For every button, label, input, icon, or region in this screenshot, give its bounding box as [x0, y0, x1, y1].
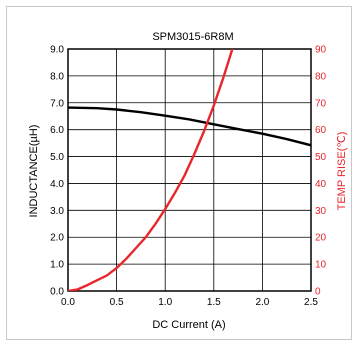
- right-tick-label: 10: [315, 260, 327, 271]
- inductance-line: [68, 106, 311, 147]
- grid: [68, 49, 311, 291]
- left-axis-ticks: 0.0 1.0 2.0 3.0 4.0 5.0 6.0 7.0 8.0 9.0: [50, 45, 64, 298]
- right-axis-label: TEMP RISE(℃): [336, 132, 348, 211]
- left-tick-label: 2.0: [50, 233, 64, 244]
- right-axis-ticks: 0 10 20 30 40 50 60 70 80 90: [315, 45, 327, 298]
- x-axis-ticks: 0.0 0.5 1.0 1.5 2.0 2.5: [61, 297, 318, 308]
- x-tick-label: 1.5: [207, 297, 221, 308]
- right-tick-label: 70: [315, 98, 327, 109]
- left-tick-label: 3.0: [50, 206, 64, 217]
- left-tick-label: 9.0: [50, 45, 64, 56]
- right-tick-label: 0: [315, 287, 321, 298]
- right-tick-label: 20: [315, 233, 327, 244]
- chart-frame: [6, 6, 352, 340]
- left-tick-label: 5.0: [50, 152, 64, 163]
- chart-title: SPM3015-6R8M: [152, 31, 233, 43]
- left-tick-label: 8.0: [50, 71, 64, 82]
- right-tick-label: 40: [315, 179, 327, 190]
- right-tick-label: 30: [315, 206, 327, 217]
- temp-rise-line: [68, 49, 234, 291]
- left-tick-label: 1.0: [50, 260, 64, 271]
- x-tick-label: 0.0: [61, 297, 75, 308]
- right-tick-label: 60: [315, 125, 327, 136]
- series-lines: [68, 49, 311, 291]
- x-tick-label: 2.0: [255, 297, 269, 308]
- x-tick-label: 0.5: [110, 297, 124, 308]
- left-tick-label: 7.0: [50, 98, 64, 109]
- plot-area: [67, 48, 312, 292]
- left-tick-label: 6.0: [50, 125, 64, 136]
- right-tick-label: 90: [315, 45, 327, 56]
- right-tick-label: 80: [315, 71, 327, 82]
- left-axis-label: INDUCTANCE(µH): [28, 125, 40, 218]
- x-axis-label: DC Current (A): [152, 319, 225, 331]
- x-tick-label: 1.0: [158, 297, 172, 308]
- left-tick-label: 4.0: [50, 179, 64, 190]
- x-tick-label: 2.5: [304, 297, 318, 308]
- right-tick-label: 50: [315, 152, 327, 163]
- left-tick-label: 0.0: [50, 287, 64, 298]
